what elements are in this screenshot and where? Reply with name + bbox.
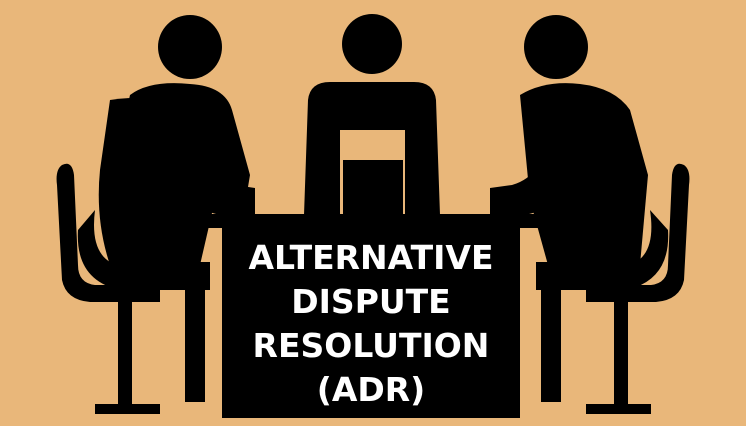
right-person	[490, 15, 690, 414]
title-line-2: DISPUTE	[291, 282, 451, 321]
title-line-1: ALTERNATIVE	[248, 238, 494, 277]
table	[178, 214, 572, 418]
title-line-3: RESOLUTION	[252, 326, 490, 365]
title-line-4: (ADR)	[316, 370, 426, 409]
left-person	[56, 15, 255, 414]
adr-title: ALTERNATIVE DISPUTE RESOLUTION (ADR)	[222, 228, 520, 426]
center-person	[304, 14, 440, 215]
